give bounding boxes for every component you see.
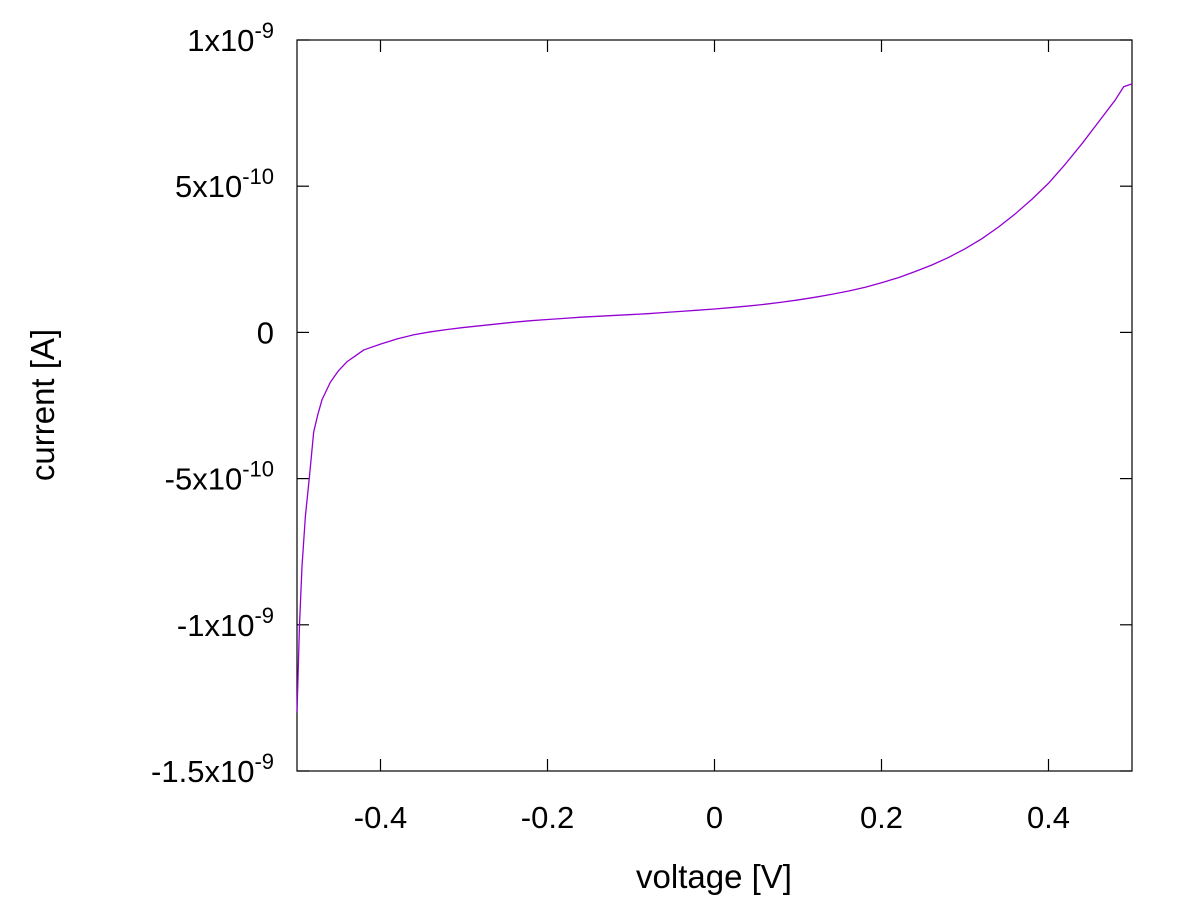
x-tick-label: 0.2 <box>860 800 903 835</box>
y-tick-label: -1.5x10-9 <box>151 749 274 789</box>
x-tick-label: 0 <box>706 800 723 835</box>
y-tick-label: 5x10-10 <box>175 164 274 204</box>
x-axis-title: voltage [V] <box>636 858 792 895</box>
x-tick-label: -0.2 <box>521 800 574 835</box>
y-tick-label: 0 <box>257 315 274 350</box>
plot-frame <box>296 39 1133 772</box>
x-tick-label: -0.4 <box>354 800 407 835</box>
x-tick-label: 0.4 <box>1027 800 1070 835</box>
plot-border <box>296 39 1133 772</box>
y-tick-label: -1x10-9 <box>177 603 274 643</box>
y-tick-label: -5x10-10 <box>165 457 274 497</box>
y-tick-label: 1x10-9 <box>187 18 274 58</box>
x-axis-ticks: -0.4 -0.2 0 0.2 0.4 <box>354 40 1070 835</box>
y-axis-ticks: 1x10-9 5x10-10 0 -5x10-10 -1x10-9 -1.5x10-9 <box>151 18 1132 789</box>
series-line <box>296 83 1133 713</box>
series-layer <box>296 83 1133 713</box>
y-axis-title: current [A] <box>24 329 61 481</box>
